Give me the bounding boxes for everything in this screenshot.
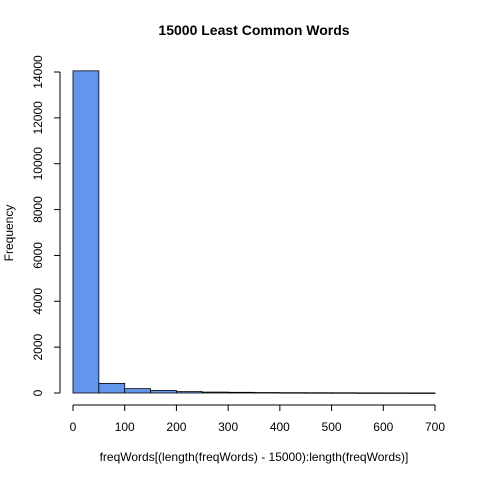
histogram-bar-13 [408,392,436,394]
x-tick-label: 200 [166,420,186,434]
chart-title: 15000 Least Common Words [158,22,349,38]
x-tick-label: 300 [218,420,238,434]
histogram-bar-7 [253,392,281,394]
histogram-bar-6 [227,391,255,394]
x-axis: 0 100 200 300 400 500 600 700 [70,404,445,434]
x-axis-label: freqWords[(length(freqWords) - 15000):le… [100,450,409,464]
x-tick-label: 100 [115,420,135,434]
y-axis: 0 2000 4000 6000 8000 10000 12000 14000 [31,55,61,396]
y-axis-label: Frequency [2,205,16,262]
histogram-bar-9 [305,392,332,394]
histogram-bar-4 [176,391,203,394]
x-tick-label: 0 [70,420,77,434]
y-tick-label: 8000 [31,196,45,223]
y-tick-label: 0 [31,389,45,396]
y-tick-label: 6000 [31,242,45,269]
y-tick-label: 4000 [31,288,45,315]
x-tick-label: 400 [270,420,290,434]
histogram-bar-1 [98,382,126,394]
y-tick-label: 2000 [31,333,45,360]
histogram-bar-2 [124,388,151,394]
histogram-bar-3 [150,390,177,394]
x-tick-label: 500 [322,420,342,434]
histogram-bar-10 [331,392,358,394]
bars-group [72,70,436,394]
x-tick-label: 700 [425,420,445,434]
histogram-bar-11 [357,392,384,394]
y-tick-label: 14000 [31,55,45,89]
histogram-bar-0 [72,70,100,394]
y-tick-label: 12000 [31,101,45,135]
histogram-bar-5 [201,391,229,394]
histogram-bar-8 [279,392,307,394]
x-tick-label: 600 [373,420,393,434]
histogram-bar-12 [382,392,410,394]
y-tick-label: 10000 [31,147,45,181]
